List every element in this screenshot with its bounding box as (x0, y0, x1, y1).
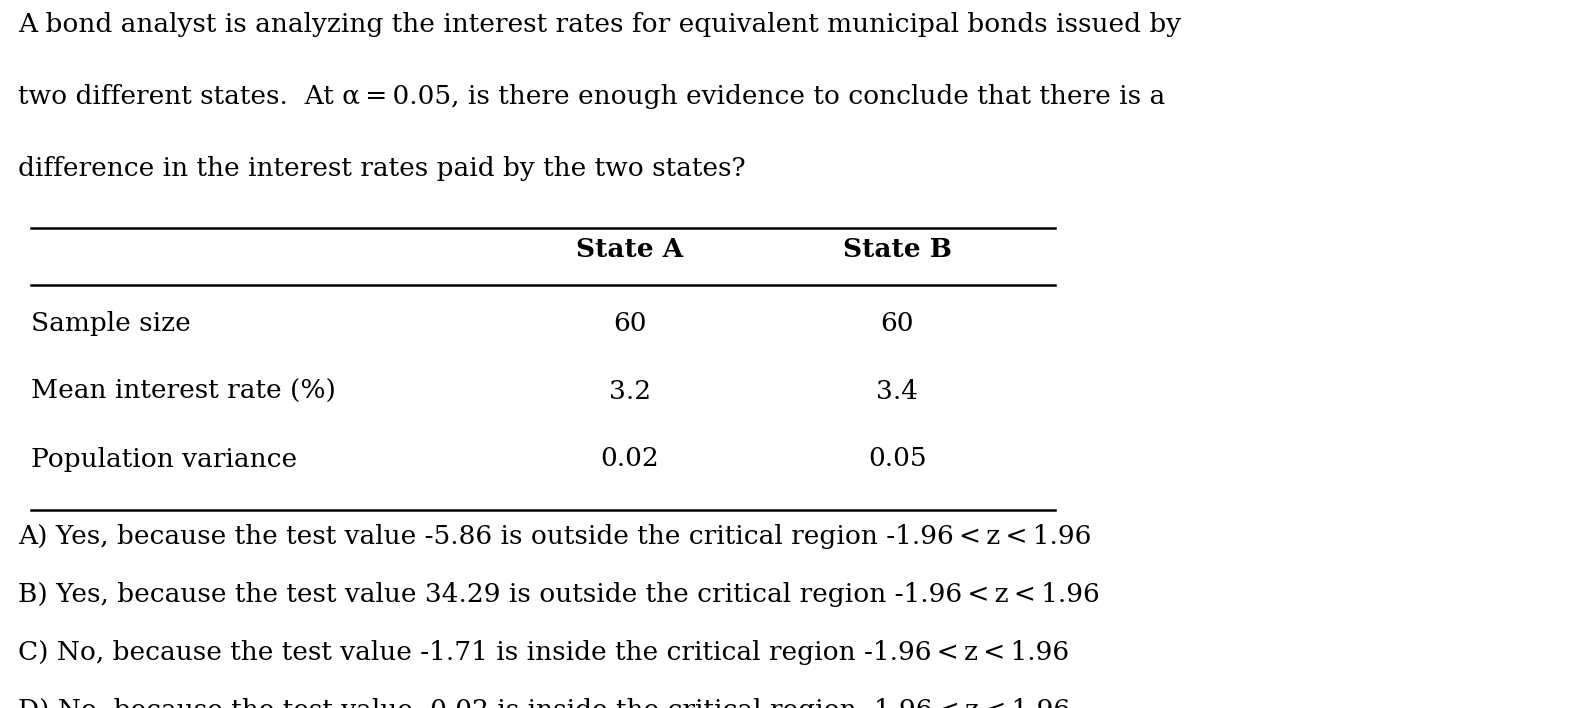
Text: State B: State B (842, 237, 952, 262)
Text: 0.05: 0.05 (867, 447, 927, 472)
Text: 3.4: 3.4 (877, 379, 918, 404)
Text: 0.02: 0.02 (600, 447, 660, 472)
Text: D) No, because the test value -0.02 is inside the critical region -1.96 < z < 1.: D) No, because the test value -0.02 is i… (17, 698, 1070, 708)
Text: Mean interest rate (%): Mean interest rate (%) (31, 379, 337, 404)
Text: State A: State A (576, 237, 683, 262)
Text: 60: 60 (880, 311, 914, 336)
Text: Population variance: Population variance (31, 447, 297, 472)
Text: difference in the interest rates paid by the two states?: difference in the interest rates paid by… (17, 156, 746, 181)
Text: 60: 60 (612, 311, 647, 336)
Text: 3.2: 3.2 (609, 379, 650, 404)
Text: Sample size: Sample size (31, 311, 190, 336)
Text: A) Yes, because the test value -5.86 is outside the critical region -1.96 < z < : A) Yes, because the test value -5.86 is … (17, 524, 1091, 549)
Text: C) No, because the test value -1.71 is inside the critical region -1.96 < z < 1.: C) No, because the test value -1.71 is i… (17, 640, 1069, 665)
Text: two different states.  At α = 0.05, is there enough evidence to conclude that th: two different states. At α = 0.05, is th… (17, 84, 1165, 109)
Text: B) Yes, because the test value 34.29 is outside the critical region -1.96 < z < : B) Yes, because the test value 34.29 is … (17, 582, 1100, 607)
Text: A bond analyst is analyzing the interest rates for equivalent municipal bonds is: A bond analyst is analyzing the interest… (17, 12, 1180, 37)
